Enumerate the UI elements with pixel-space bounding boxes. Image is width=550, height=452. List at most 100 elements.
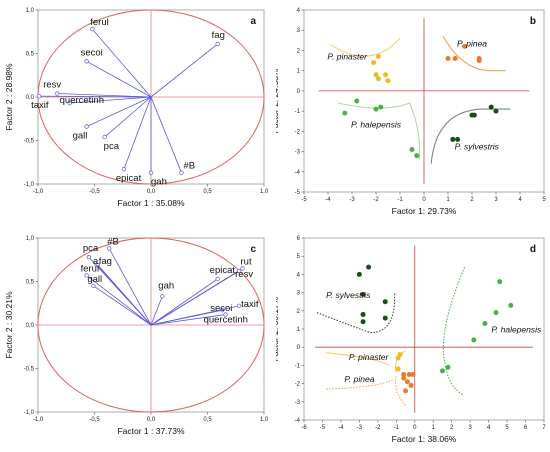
- loading-point: [179, 170, 184, 175]
- variable-label: epicat: [210, 265, 236, 276]
- variable-label: resv: [43, 80, 61, 91]
- loading-point: [215, 41, 220, 47]
- x-tick-label: 7: [542, 425, 546, 431]
- variable-label: a: [93, 256, 99, 267]
- x-tick-label: -1,0: [33, 417, 44, 423]
- x-tick-label: 3: [494, 197, 498, 203]
- loading-point: [236, 268, 242, 274]
- score-point: [397, 351, 403, 357]
- x-tick-label: 4: [518, 197, 522, 203]
- y-tick-label: 0,5: [26, 52, 35, 58]
- loading-vector: [150, 305, 240, 326]
- score-point: [366, 264, 372, 270]
- score-point: [455, 136, 461, 142]
- loading-vector: [91, 28, 152, 98]
- variable-label: quercetinh: [204, 315, 248, 326]
- variable-label: #B: [107, 236, 119, 247]
- loading-vector: [86, 275, 152, 326]
- y-tick-label: -0,5: [24, 367, 35, 373]
- panel-svg: -6 -5 -4 -3 -2 -1 0 1 2 3 4 5 6 7 6 5 4 3 2 1 0 -1 -2 -3 -4 Facto…: [276, 236, 546, 444]
- loading-point: [84, 273, 89, 278]
- score-point: [414, 153, 420, 159]
- loading-vector: [150, 296, 163, 326]
- x-tick-label: -2: [373, 197, 379, 203]
- loading-point: [236, 303, 242, 309]
- x-tick-label: -6: [301, 425, 307, 431]
- loading-point: [102, 134, 107, 140]
- variable-label: taxif: [31, 100, 49, 111]
- variable-label: gah: [151, 177, 167, 188]
- y-tick-label: -2: [295, 129, 301, 135]
- x-tick-label: 0,0: [147, 189, 156, 195]
- variable-label: gall: [73, 131, 88, 142]
- score-point: [378, 104, 384, 110]
- y-tick-label: -4: [295, 418, 301, 424]
- panel-letter: d: [530, 244, 536, 255]
- y-axis-label: Factor 2: 30.17%: [276, 296, 280, 361]
- y-tick-label: 6: [297, 236, 301, 242]
- y-tick-label: 3: [297, 291, 301, 297]
- y-tick-label: -2: [295, 382, 301, 388]
- loading-vector: [104, 96, 152, 138]
- species-label: P. sylvestris: [326, 290, 371, 300]
- pinaster-curve: [326, 352, 390, 366]
- y-tick-label: 1,0: [26, 8, 35, 14]
- y-tick-label: -0,5: [24, 139, 35, 145]
- score-point: [410, 372, 416, 377]
- score-point: [452, 56, 458, 62]
- species-label: P. sylvestris: [455, 142, 500, 152]
- variable-label: gah: [158, 280, 174, 291]
- score-point: [476, 56, 482, 62]
- x-tick-label: -3: [349, 197, 355, 203]
- loading-vector: [123, 96, 152, 170]
- score-point: [471, 112, 477, 118]
- x-axis-label: Factor 1 : 37.73%: [117, 426, 185, 436]
- x-tick-label: 1: [446, 197, 450, 203]
- species-label: P. pinaster: [327, 52, 368, 62]
- panel-svg: -1,0 -0,5 0,0 0,5 1,0 1,0 0,5 0,0 -0,5 -1,0 Factor…: [4, 236, 269, 436]
- y-tick-label: -5: [295, 190, 301, 196]
- x-tick-label: -5: [301, 197, 307, 203]
- x-tick-label: -2: [375, 425, 381, 431]
- score-point: [375, 54, 381, 60]
- y-tick-label: -1,0: [24, 182, 35, 188]
- score-point: [403, 388, 409, 394]
- panel-letter: c: [250, 244, 256, 255]
- x-tick-label: 0: [413, 425, 417, 431]
- score-point: [462, 43, 468, 49]
- x-tick-label: -0,5: [89, 417, 100, 423]
- x-tick-label: 2: [450, 425, 454, 431]
- y-tick-label: 1,0: [26, 236, 35, 242]
- variable-label: taxif: [241, 299, 259, 310]
- variable-label: rut: [241, 256, 252, 267]
- loading-vector: [39, 95, 152, 98]
- species-label: P. halepensis: [491, 325, 542, 335]
- x-tick-label: 4: [487, 425, 491, 431]
- x-axis-label: Factor 1 : 35.08%: [117, 198, 185, 208]
- x-tick-label: 5: [505, 425, 509, 431]
- variable-label: pca: [104, 141, 120, 152]
- score-point: [382, 299, 388, 305]
- y-tick-label: 3: [297, 28, 301, 34]
- x-tick-label: 2: [470, 197, 474, 203]
- variable-label: resv: [235, 269, 253, 280]
- variable-label: epicat: [116, 173, 142, 184]
- score-point: [482, 321, 488, 327]
- loading-plot-c: -1,0 -0,5 0,0 0,5 1,0 1,0 0,5 0,0 -0,5 -1,0 Factor…: [0, 228, 272, 452]
- species-label: P. pinea: [344, 374, 374, 384]
- x-tick-label: -1: [397, 197, 403, 203]
- loading-vector: [86, 60, 152, 98]
- score-plot-d: -6 -5 -4 -3 -2 -1 0 1 2 3 4 5 6 7 6 5 4 3 2 1 0 -1 -2 -3 -4 Facto…: [276, 228, 550, 452]
- x-tick-label: -4: [325, 197, 331, 203]
- panel-svg: -1,0 -0,5 0,0 0,5 1,0 1,0 0,5 0,0 -0,5 -1,0 Factor…: [4, 8, 269, 208]
- x-tick-label: 0,5: [203, 189, 212, 195]
- loading-point: [55, 91, 60, 96]
- panel-svg: -5 -4 -3 -2 -1 0 1 2 3 4 5 4 3 2 1 0 -1 -2 -3 -4 -5 Factor 1:…: [276, 8, 546, 216]
- pinea-curve: [326, 379, 393, 390]
- x-tick-label: 3: [468, 425, 472, 431]
- y-tick-label: 1: [297, 327, 301, 333]
- panel-letter: b: [530, 16, 536, 27]
- score-point: [371, 60, 377, 66]
- y-tick-label: 1: [297, 69, 301, 75]
- loading-point: [223, 312, 228, 317]
